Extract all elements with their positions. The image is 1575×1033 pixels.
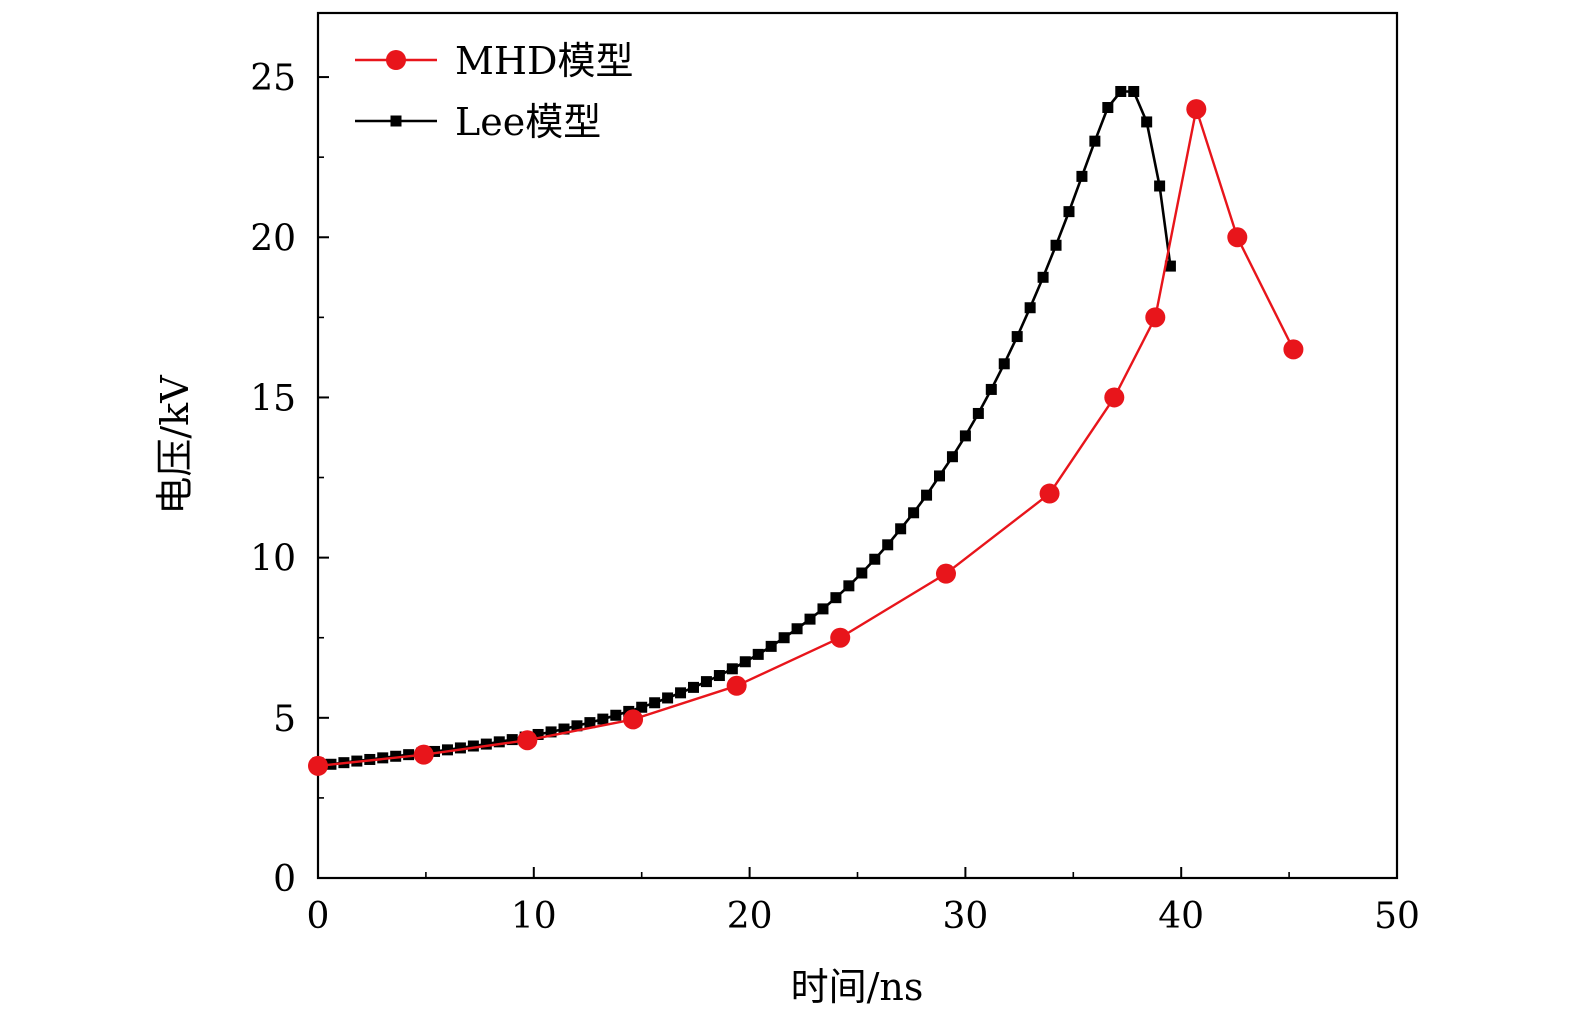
y-tick-label: 0 [273, 859, 296, 900]
y-tick-label: 20 [250, 218, 296, 259]
data-point-lee [908, 507, 920, 519]
data-point-lee [817, 603, 829, 615]
legend-marker-lee [390, 115, 402, 127]
x-tick-label: 30 [942, 896, 988, 937]
data-point-lee [752, 648, 764, 660]
data-point-mhd [830, 627, 851, 648]
axis-ticks: 0 10 20 30 40 50 0 5 10 15 20 25 [250, 58, 1420, 937]
data-point-lee [791, 623, 803, 635]
data-point-mhd [1104, 387, 1125, 408]
x-tick-label: 40 [1158, 896, 1204, 937]
data-point-mhd [1186, 99, 1207, 120]
data-point-lee [778, 632, 790, 644]
data-point-lee [856, 567, 868, 579]
y-tick-label: 10 [250, 539, 296, 580]
data-point-lee [1089, 135, 1101, 147]
data-point-lee [558, 723, 570, 735]
data-point-lee [610, 709, 622, 721]
data-point-lee [972, 407, 984, 419]
data-point-mhd [413, 744, 434, 765]
data-point-lee [1164, 260, 1176, 272]
data-point-lee [921, 489, 933, 501]
data-point-lee [506, 734, 518, 746]
data-point-lee [687, 681, 699, 693]
y-tick-label: 25 [250, 58, 296, 99]
data-point-lee [403, 749, 415, 761]
data-point-mhd [308, 755, 328, 776]
data-point-mhd [726, 675, 747, 696]
data-point-lee [571, 720, 583, 732]
data-point-lee [545, 726, 557, 738]
data-point-lee [1128, 85, 1140, 97]
x-tick-label: 20 [727, 896, 773, 937]
data-point-lee [882, 539, 894, 551]
legend-marker-mhd [386, 50, 406, 70]
data-point-lee [765, 640, 777, 652]
data-point-lee [830, 592, 842, 604]
data-point-lee [480, 738, 492, 750]
data-point-lee [713, 670, 725, 682]
data-point-lee [1076, 170, 1088, 182]
data-point-lee [597, 713, 609, 725]
data-point-lee [429, 745, 441, 757]
x-axis-title: 时间/ns [791, 965, 924, 1009]
series-line-mhd [317, 107, 1295, 768]
data-point-lee [985, 383, 997, 395]
data-point-lee [843, 580, 855, 592]
x-tick-label: 0 [307, 896, 330, 937]
data-point-lee [998, 358, 1010, 370]
data-point-lee [1063, 206, 1075, 218]
data-point-lee [1037, 271, 1049, 283]
data-point-mhd [623, 709, 644, 730]
data-point-lee [1154, 180, 1166, 192]
data-point-lee [1024, 302, 1036, 314]
legend-label-mhd: MHD模型 [455, 39, 634, 83]
data-point-lee [467, 740, 479, 752]
data-point-lee [649, 697, 661, 709]
legend: MHD模型 Lee模型 [355, 39, 634, 144]
data-point-lee [946, 451, 958, 463]
y-axis-title: 电压/kV [153, 375, 197, 515]
data-point-lee [726, 663, 738, 675]
y-tick-label: 15 [250, 378, 296, 419]
x-tick-label: 10 [511, 896, 557, 937]
data-point-lee [1115, 85, 1127, 97]
data-point-lee [1141, 116, 1153, 128]
data-point-lee [700, 676, 712, 688]
data-point-lee [532, 728, 544, 740]
data-point-lee [869, 553, 881, 565]
data-point-lee [804, 613, 816, 625]
data-point-mhd [1283, 339, 1304, 360]
data-point-lee [739, 656, 751, 668]
data-point-lee [454, 742, 466, 754]
data-point-lee [1050, 239, 1062, 251]
data-point-lee [675, 687, 687, 699]
data-point-lee [390, 750, 402, 762]
data-point-lee [895, 523, 907, 535]
x-tick-label: 50 [1374, 896, 1420, 937]
data-point-lee [662, 692, 674, 704]
data-point-lee [1102, 102, 1114, 114]
data-point-lee [441, 744, 453, 756]
data-point-mhd [935, 563, 956, 584]
data-point-mhd [1145, 307, 1166, 328]
data-point-lee [934, 470, 946, 482]
series-layer [308, 85, 1304, 776]
data-point-lee [959, 430, 971, 442]
data-point-lee [493, 736, 505, 748]
y-tick-label: 5 [273, 699, 296, 740]
legend-label-lee: Lee模型 [455, 100, 601, 144]
data-point-mhd [1039, 483, 1060, 504]
data-point-lee [1011, 331, 1023, 343]
data-point-mhd [517, 730, 538, 751]
data-point-mhd [1227, 227, 1248, 248]
data-point-lee [584, 717, 596, 729]
data-point-lee [636, 701, 648, 713]
